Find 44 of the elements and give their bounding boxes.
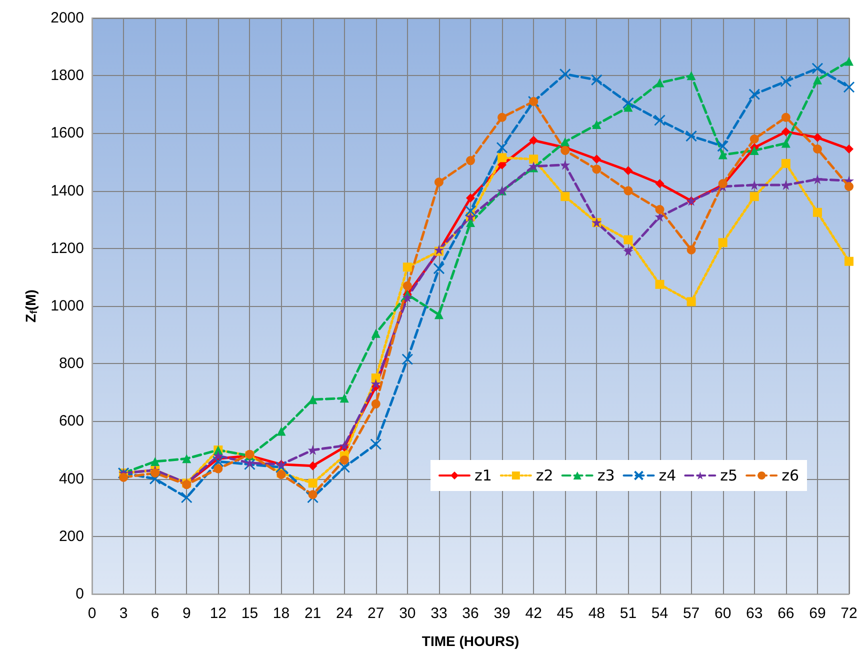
y-tick-label: 800 (58, 355, 84, 372)
legend-label: z1 (474, 466, 492, 484)
x-tick-label: 42 (525, 605, 542, 622)
y-tick-label: 1600 (50, 124, 84, 142)
x-tick-label: 48 (588, 605, 606, 622)
legend-label: z2 (536, 466, 554, 484)
x-tick-label: 69 (809, 605, 826, 622)
x-tick-label: 63 (746, 605, 763, 622)
x-tick-label: 30 (399, 605, 416, 622)
x-tick-label: 6 (150, 605, 160, 622)
x-tick-label: 39 (494, 605, 510, 622)
x-tick-label: 72 (840, 605, 858, 622)
x-tick-label: 45 (556, 605, 574, 622)
y-tick-label: 1800 (50, 67, 84, 84)
y-tick-label: 1400 (50, 182, 84, 200)
x-tick-label: 60 (714, 605, 732, 622)
x-tick-label: 12 (210, 605, 227, 622)
x-tick-label: 57 (682, 605, 700, 622)
legend-label: z3 (597, 466, 615, 484)
y-tick-label: 600 (58, 412, 84, 430)
x-tick-label: 66 (778, 605, 794, 622)
legend-label: z6 (782, 466, 800, 484)
x-tick-label: 51 (620, 605, 637, 622)
x-tick-label: 21 (304, 605, 322, 622)
x-tick-label: 33 (430, 605, 448, 622)
legend-label: z4 (658, 466, 676, 484)
y-tick-label: 0 (76, 586, 84, 602)
y-tick-label: 200 (58, 528, 84, 545)
x-tick-label: 15 (241, 605, 258, 622)
legend-label: z5 (720, 466, 738, 484)
x-axis-title: TIME (HOURS) (422, 633, 520, 649)
x-tick-label: 24 (336, 605, 353, 622)
x-tick-label: 9 (182, 605, 191, 622)
x-tick-label: 54 (651, 605, 668, 622)
y-tick-label: 1000 (50, 298, 84, 314)
y-tick-label: 400 (58, 470, 84, 488)
x-tick-label: 27 (368, 605, 384, 622)
x-tick-label: 0 (88, 605, 96, 622)
y-tick-label: 1200 (50, 240, 84, 257)
x-tick-label: 3 (119, 605, 128, 622)
y-axis-title: Zf(M) (22, 290, 40, 322)
x-tick-label: 36 (462, 605, 479, 622)
x-tick-label: 18 (272, 605, 290, 622)
y-tick-label: 2000 (50, 10, 84, 26)
